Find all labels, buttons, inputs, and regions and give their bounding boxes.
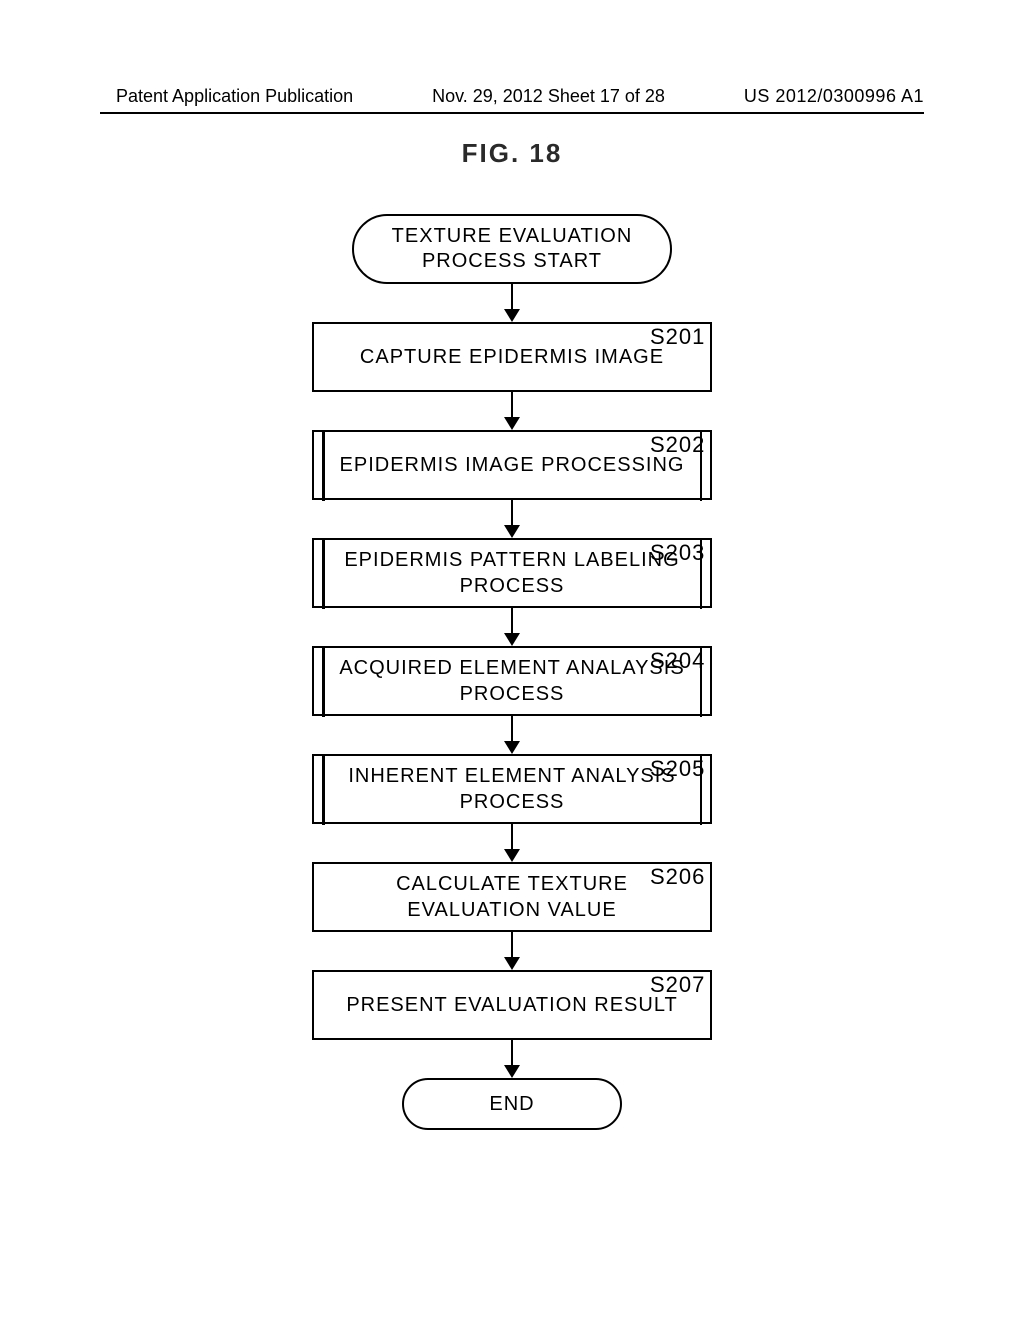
flow-node-s201-row: CAPTURE EPIDERMIS IMAGE S201	[0, 322, 1024, 392]
flow-arrow-0	[504, 284, 520, 322]
flow-node-end: END	[402, 1078, 622, 1130]
flow-node-start: TEXTURE EVALUATIONPROCESS START	[352, 214, 672, 284]
flow-arrow-3	[504, 608, 520, 646]
flow-node-end-row: END	[0, 1078, 1024, 1130]
header-center: Nov. 29, 2012 Sheet 17 of 28	[432, 86, 665, 107]
patent-page: Patent Application Publication Nov. 29, …	[0, 0, 1024, 1320]
page-header: Patent Application Publication Nov. 29, …	[0, 86, 1024, 107]
flowchart: TEXTURE EVALUATIONPROCESS START CAPTURE …	[0, 214, 1024, 1130]
flow-node-s203-row: EPIDERMIS PATTERN LABELINGPROCESS S203	[0, 538, 1024, 608]
flow-label-s206: S206	[650, 864, 705, 890]
flow-node-s202-row: EPIDERMIS IMAGE PROCESSING S202	[0, 430, 1024, 500]
header-right: US 2012/0300996 A1	[744, 86, 924, 107]
flow-arrow-7	[504, 1040, 520, 1078]
flow-arrow-2	[504, 500, 520, 538]
flow-label-s204: S204	[650, 648, 705, 674]
flow-label-s205: S205	[650, 756, 705, 782]
flow-node-start-row: TEXTURE EVALUATIONPROCESS START	[0, 214, 1024, 284]
flow-node-s207-row: PRESENT EVALUATION RESULT S207	[0, 970, 1024, 1040]
flow-label-s203: S203	[650, 540, 705, 566]
figure-title: FIG. 18	[0, 138, 1024, 169]
flow-node-s204-row: ACQUIRED ELEMENT ANALAYSISPROCESS S204	[0, 646, 1024, 716]
flow-arrow-5	[504, 824, 520, 862]
flow-arrow-6	[504, 932, 520, 970]
flow-arrow-4	[504, 716, 520, 754]
flow-node-s205-row: INHERENT ELEMENT ANALYSISPROCESS S205	[0, 754, 1024, 824]
flow-label-s202: S202	[650, 432, 705, 458]
header-left: Patent Application Publication	[116, 86, 353, 107]
flow-arrow-1	[504, 392, 520, 430]
header-rule	[100, 112, 924, 114]
flow-label-s207: S207	[650, 972, 705, 998]
flow-label-s201: S201	[650, 324, 705, 350]
flow-node-s206-row: CALCULATE TEXTUREEVALUATION VALUE S206	[0, 862, 1024, 932]
